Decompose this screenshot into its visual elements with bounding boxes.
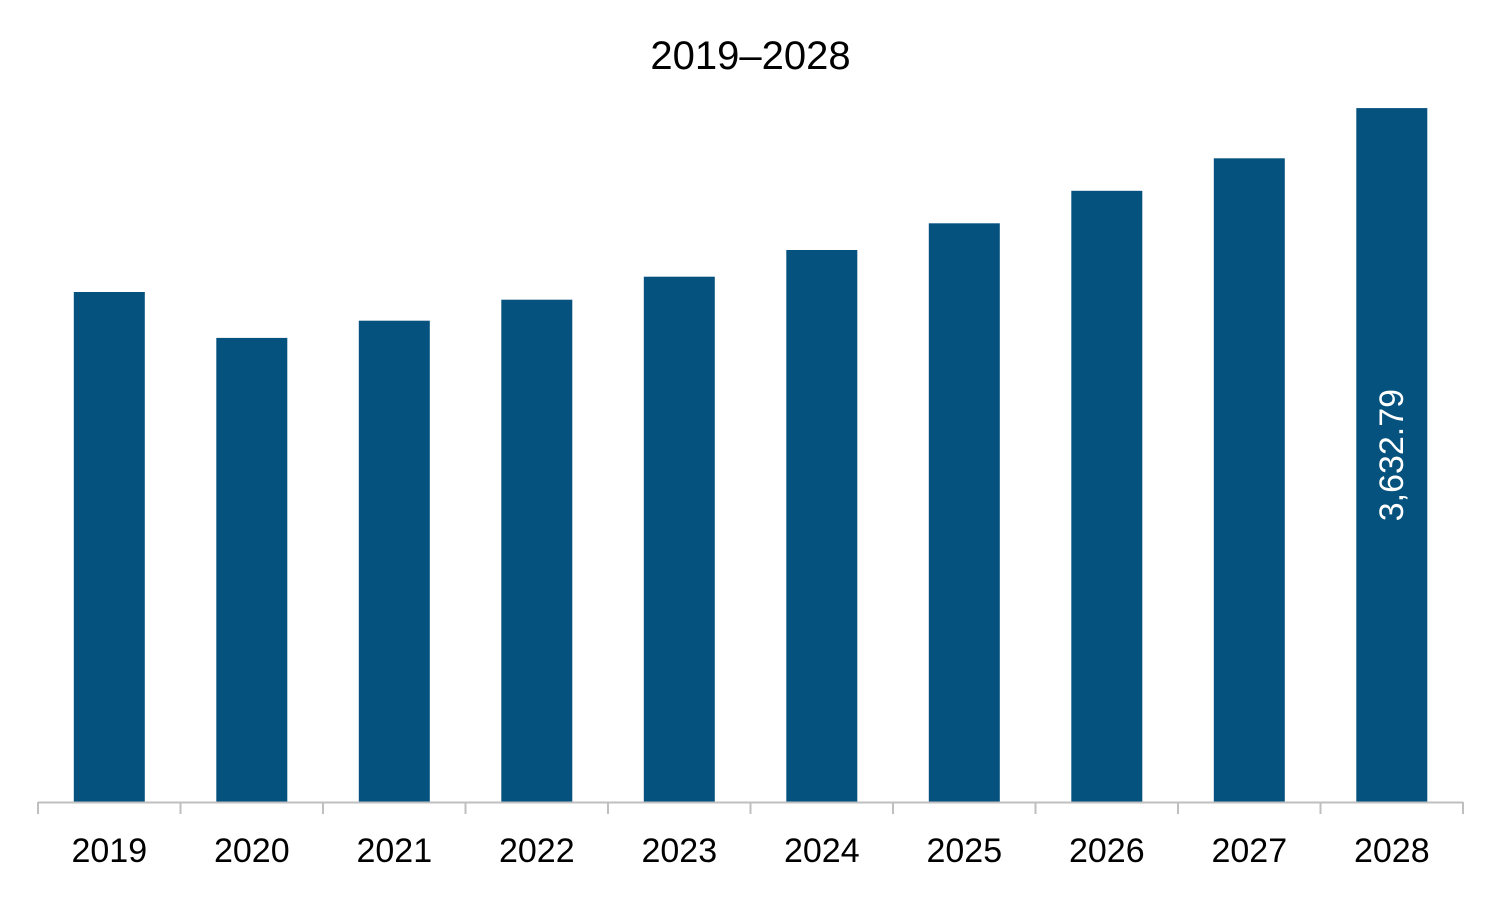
x-tick-label-2019: 2019 <box>71 832 147 870</box>
x-tick-label-2026: 2026 <box>1069 832 1145 870</box>
data-label-2028: 3,632.79 <box>1373 389 1411 521</box>
bar-2021 <box>358 320 430 802</box>
x-tick-label-2021: 2021 <box>356 832 432 870</box>
bar-2022 <box>501 299 573 802</box>
bar-2019 <box>73 292 145 802</box>
x-axis <box>37 801 1464 814</box>
x-tick-label-2025: 2025 <box>926 832 1002 870</box>
bar-2028 <box>1356 108 1428 803</box>
bar-2024 <box>786 250 858 802</box>
x-tick-label-2023: 2023 <box>641 832 717 870</box>
bar-2020 <box>216 337 288 802</box>
bar-2026 <box>1071 190 1143 803</box>
bar-2023 <box>643 276 715 802</box>
tick-labels-layer: 2019 2020 2021 2022 2023 2024 2025 2026 2027 2028 <box>71 832 1429 870</box>
x-tick-label-2024: 2024 <box>784 832 860 870</box>
x-tick-label-2020: 2020 <box>214 832 290 870</box>
bars-layer <box>73 108 1428 803</box>
chart-title: 2019–2028 <box>650 34 851 78</box>
bar-2027 <box>1213 158 1285 803</box>
x-tick-label-2028: 2028 <box>1354 832 1430 870</box>
data-labels-layer: 3,632.79 <box>1373 389 1411 521</box>
bar-2025 <box>928 223 1000 803</box>
x-tick-label-2022: 2022 <box>499 832 575 870</box>
x-tick-label-2027: 2027 <box>1211 832 1287 870</box>
